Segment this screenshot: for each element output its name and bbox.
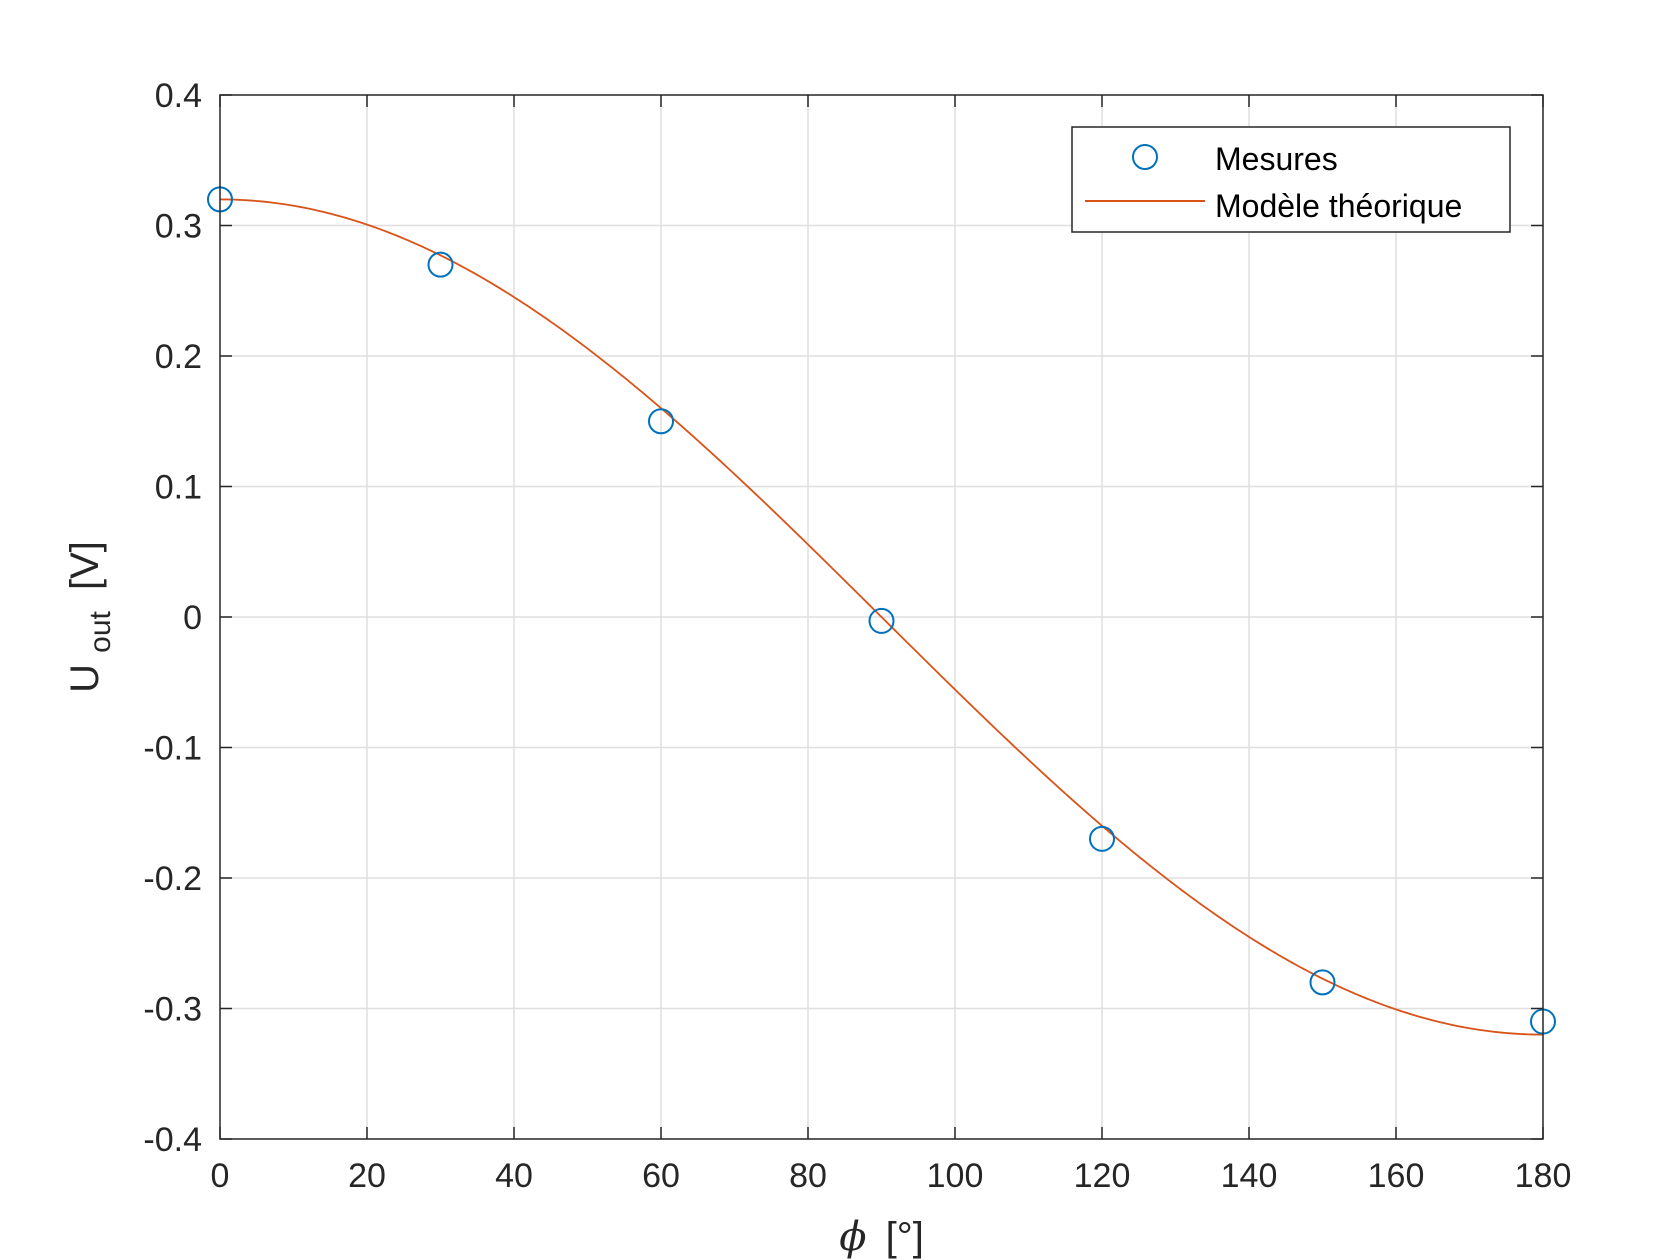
- x-axis-unit: [°]: [886, 1215, 924, 1259]
- x-axis-symbol: ϕ: [839, 1214, 866, 1260]
- model-curve: [219, 198, 1544, 1036]
- legend-label-modele: Modèle théorique: [1215, 188, 1462, 224]
- y-tick-label: -0.2: [143, 860, 202, 898]
- y-tick-label: -0.1: [143, 730, 202, 768]
- measurement-point: [648, 408, 674, 435]
- ticks: [219, 94, 1544, 1140]
- grid: [220, 95, 1543, 1139]
- legend-marker-mesures: [1132, 144, 1158, 170]
- x-tick-labels: 0 20 40 60 80 100 120 140 160 180: [211, 1157, 1572, 1195]
- x-tick-label: 0: [211, 1157, 230, 1195]
- y-tick-label: -0.3: [143, 991, 202, 1029]
- y-tick-label: 0.2: [155, 338, 202, 376]
- x-tick-label: 120: [1074, 1157, 1131, 1195]
- x-tick-label: 160: [1368, 1157, 1425, 1195]
- legend-label-mesures: Mesures: [1215, 141, 1338, 177]
- y-axis-main: U: [63, 664, 107, 693]
- measurement-point: [1309, 969, 1336, 996]
- y-tick-labels: -0.4 -0.3 -0.2 -0.1 0 0.1 0.2 0.3 0.4: [143, 77, 202, 1159]
- x-tick-label: 140: [1221, 1157, 1278, 1195]
- y-tick-label: 0.1: [155, 469, 202, 507]
- model-layer: [219, 198, 1544, 1036]
- x-tick-label: 40: [495, 1157, 533, 1195]
- y-axis-subscript: out: [84, 610, 117, 652]
- measurement-point: [1089, 825, 1115, 852]
- y-tick-label: 0.3: [155, 208, 202, 246]
- x-tick-label: 100: [927, 1157, 984, 1195]
- x-tick-label: 60: [642, 1157, 680, 1195]
- y-axis-label: U out [V]: [63, 541, 119, 693]
- x-axis-label: ϕ [°]: [839, 1214, 924, 1260]
- x-tick-label: 80: [789, 1157, 827, 1195]
- x-tick-label: 20: [348, 1157, 386, 1195]
- y-axis-unit: [V]: [63, 541, 107, 590]
- legend: Mesures Modèle théorique: [1071, 126, 1511, 233]
- y-tick-label: 0.4: [155, 77, 202, 115]
- x-tick-label: 180: [1515, 1157, 1572, 1195]
- measurement-point: [427, 251, 454, 278]
- y-tick-label: 0: [183, 599, 202, 637]
- y-tick-label: -0.4: [143, 1121, 202, 1159]
- measurement-point: [868, 607, 895, 634]
